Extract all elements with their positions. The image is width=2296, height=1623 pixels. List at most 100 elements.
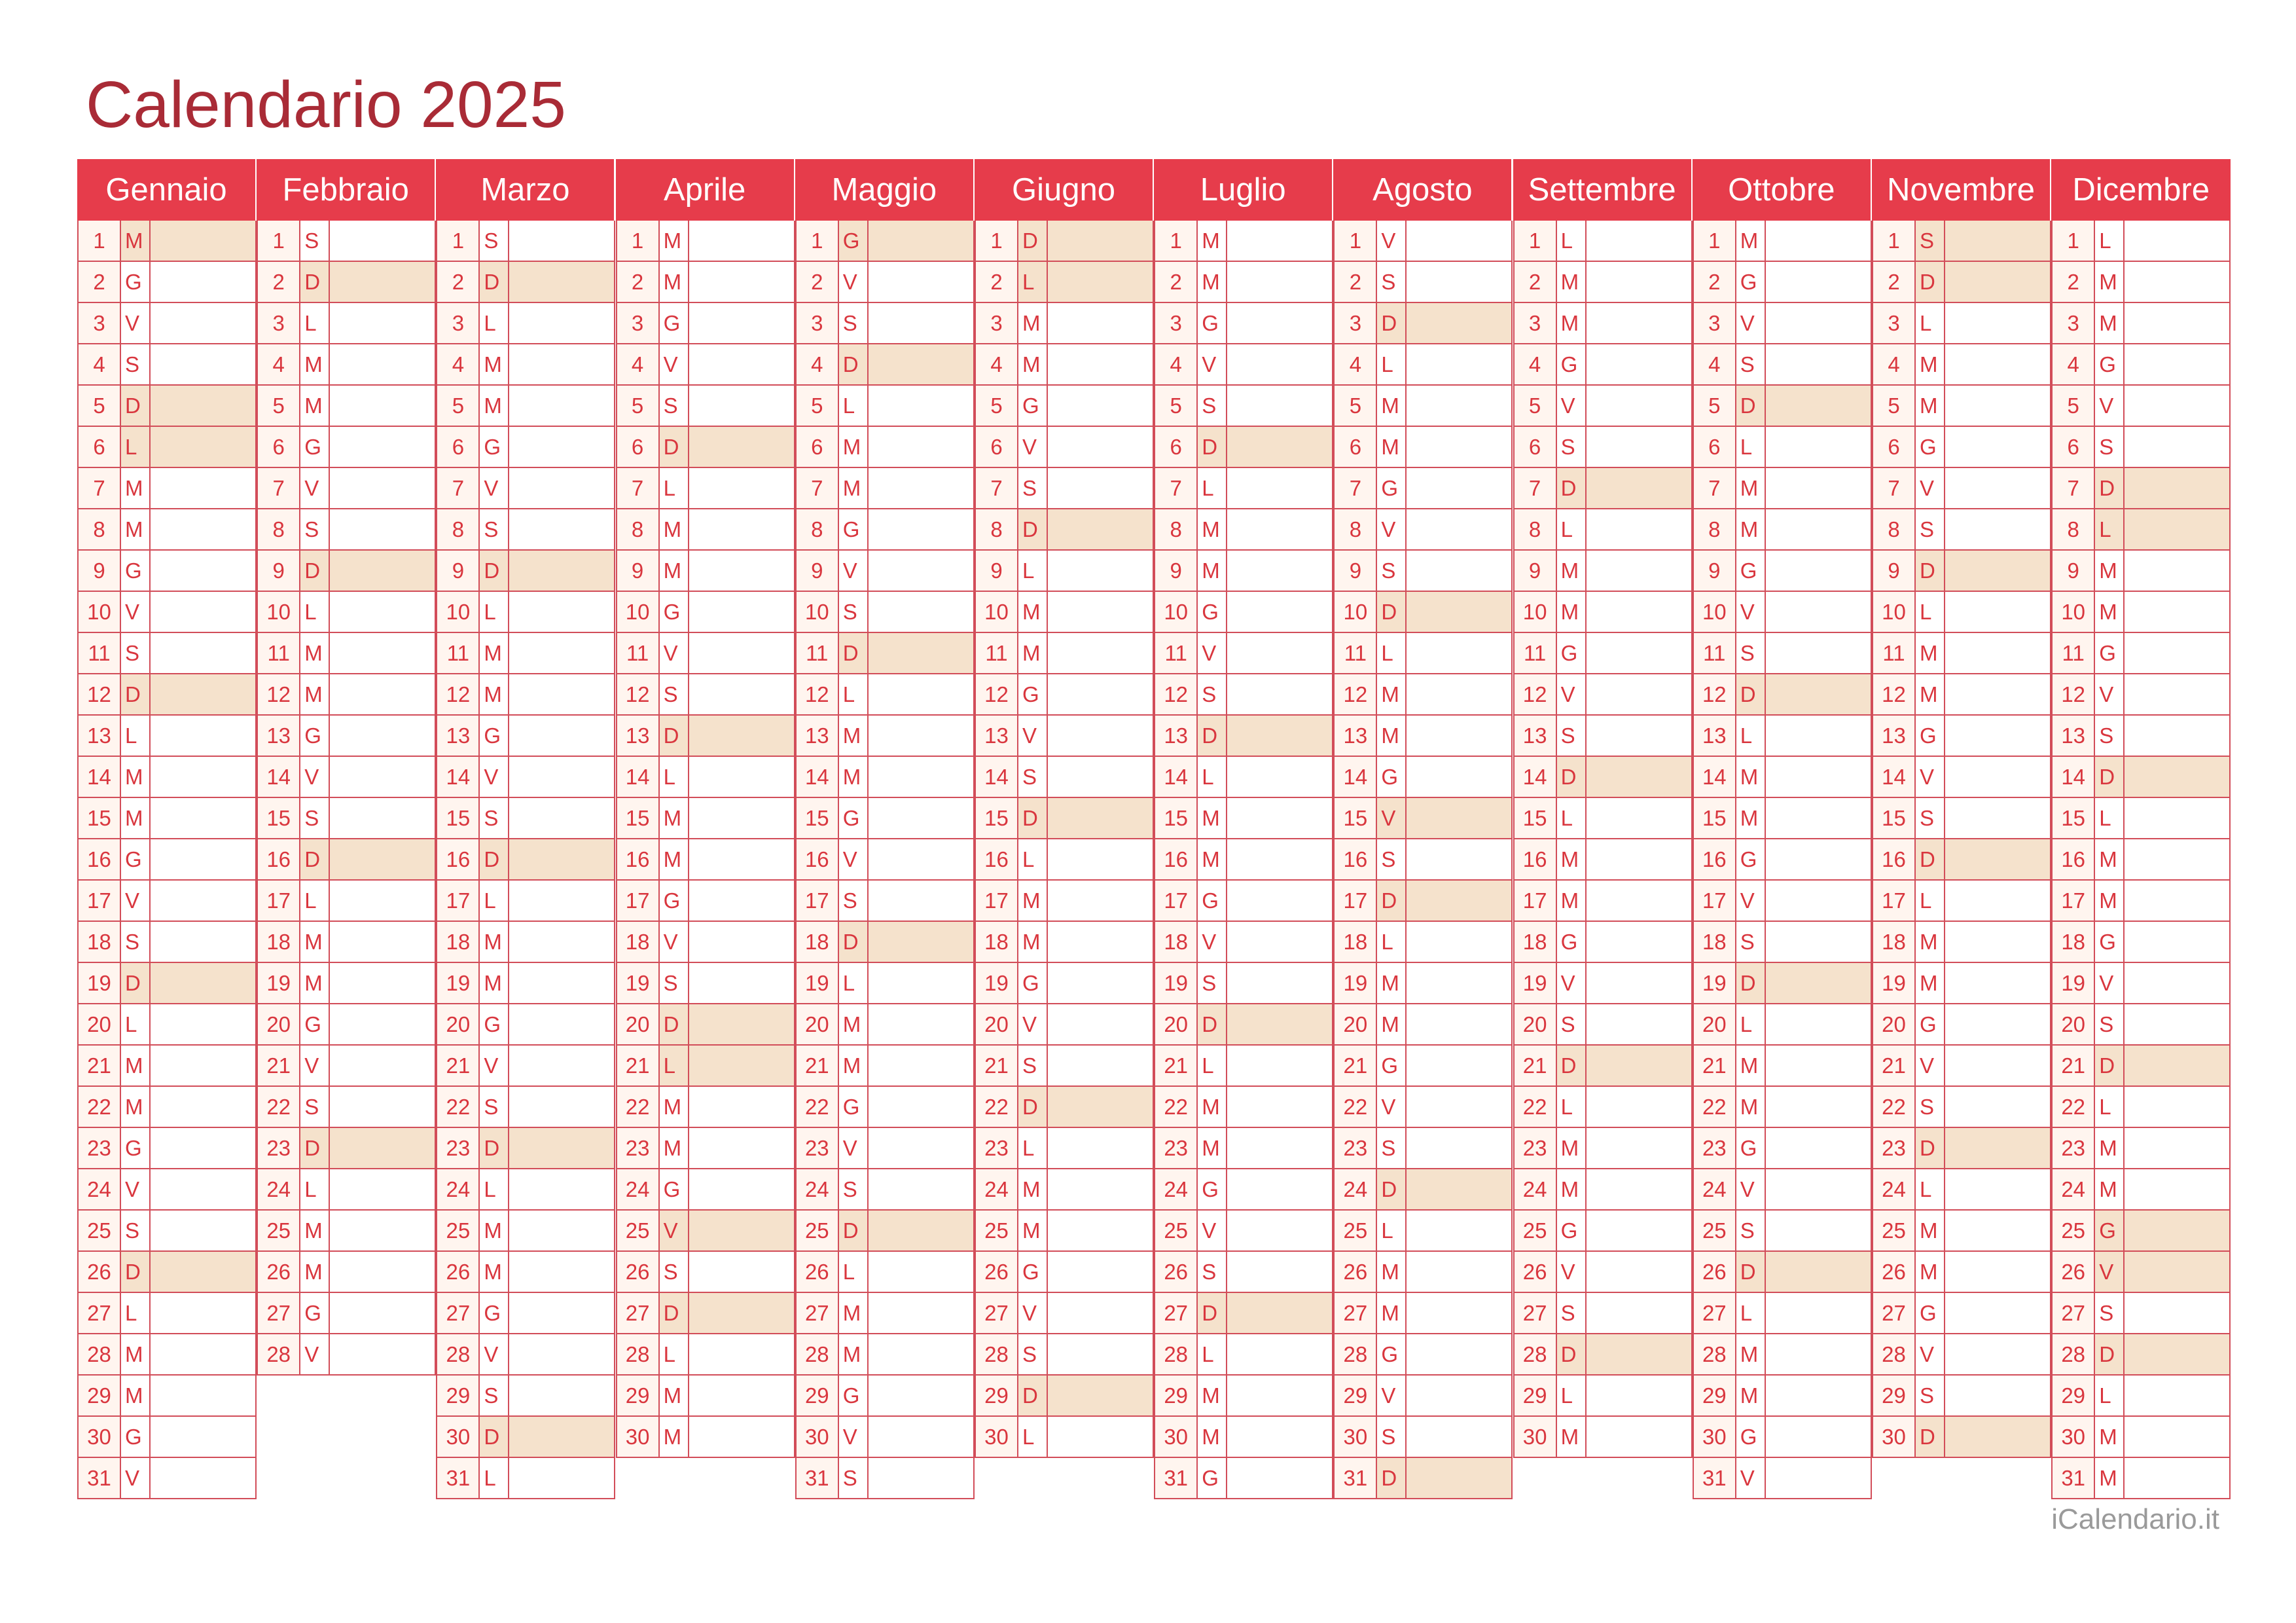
weekday-letter: V xyxy=(121,592,151,632)
day-note-cell xyxy=(1407,1004,1511,1044)
day-row: 26 V xyxy=(1513,1252,1693,1293)
day-note-cell xyxy=(1766,1458,1871,1498)
weekday-letter: L xyxy=(121,716,151,756)
day-row: 23 V xyxy=(795,1128,975,1169)
weekday-letter: M xyxy=(1377,1293,1407,1333)
day-note-cell xyxy=(509,1376,614,1415)
day-row: 24 V xyxy=(1692,1169,1872,1211)
day-number: 1 xyxy=(796,221,839,261)
day-number: 4 xyxy=(796,344,839,384)
weekday-letter: D xyxy=(1198,1004,1228,1044)
weekday-letter: D xyxy=(1556,468,1587,508)
day-number: 10 xyxy=(796,592,839,632)
day-row: 15 D xyxy=(975,798,1154,839)
weekday-letter: M xyxy=(121,1334,151,1374)
day-number: 10 xyxy=(976,592,1018,632)
day-row: 10 M xyxy=(2051,592,2231,633)
day-number: 17 xyxy=(796,881,839,921)
day-row: 26 S xyxy=(615,1252,795,1293)
day-row: 25 M xyxy=(257,1211,437,1252)
weekday-letter: D xyxy=(1736,963,1766,1003)
day-note-cell xyxy=(2125,839,2229,879)
weekday-letter: G xyxy=(1198,303,1228,343)
weekday-letter: V xyxy=(1557,386,1587,426)
day-note-cell xyxy=(151,757,255,797)
day-row: 31 M xyxy=(2051,1458,2231,1499)
day-note-cell xyxy=(1766,1376,1871,1415)
day-note-cell xyxy=(1048,1046,1153,1085)
day-number: 9 xyxy=(976,551,1018,591)
day-number: 3 xyxy=(2053,303,2096,343)
day-number: 19 xyxy=(1693,963,1736,1003)
weekday-letter: L xyxy=(839,963,869,1003)
day-note-cell xyxy=(509,716,614,756)
day-number: 23 xyxy=(976,1128,1018,1168)
weekday-letter: D xyxy=(1916,1128,1945,1168)
day-number: 24 xyxy=(1873,1169,1916,1209)
weekday-letter: L xyxy=(1736,1004,1766,1044)
day-number: 8 xyxy=(79,509,121,549)
day-note-cell xyxy=(689,1169,794,1209)
day-number: 26 xyxy=(1155,1252,1198,1292)
day-number: 26 xyxy=(1335,1252,1378,1292)
weekday-letter: V xyxy=(1736,881,1766,921)
day-row: 27 M xyxy=(1333,1293,1513,1334)
weekday-letter: D xyxy=(1018,1376,1048,1415)
day-note-cell xyxy=(1766,1211,1871,1250)
day-number: 5 xyxy=(976,386,1018,426)
day-note-cell xyxy=(1587,1211,1691,1250)
day-number: 16 xyxy=(1873,839,1916,879)
day-row: 18 S xyxy=(1692,922,1872,963)
weekday-letter: S xyxy=(1916,798,1945,838)
weekday-letter: D xyxy=(1018,1087,1048,1127)
day-note-cell xyxy=(151,1128,255,1168)
day-row: 23 G xyxy=(1692,1128,1872,1169)
month-column: Dicembre 1 L 2 M 3 M 4 G 5 V 6 S 7 D 8 L 9 M 10 M 11 G 12 V 13 S 14… xyxy=(2051,159,2231,1499)
day-number: 19 xyxy=(1155,963,1198,1003)
weekday-letter: S xyxy=(300,221,331,261)
day-note-cell xyxy=(1227,1169,1332,1209)
day-note-cell xyxy=(1945,551,2050,591)
day-note-cell xyxy=(1587,1376,1691,1415)
weekday-letter: S xyxy=(1018,1046,1048,1085)
day-row: 26 M xyxy=(1333,1252,1513,1293)
day-row: 11 S xyxy=(77,633,257,674)
day-note-cell xyxy=(1227,798,1332,838)
weekday-letter: M xyxy=(1198,1376,1228,1415)
day-row: 22 S xyxy=(1872,1087,2051,1128)
day-note-cell xyxy=(330,881,435,921)
day-note-cell xyxy=(1407,922,1511,962)
day-row: 22 D xyxy=(975,1087,1154,1128)
weekday-letter: G xyxy=(1736,1417,1766,1457)
day-number: 4 xyxy=(1873,344,1916,384)
weekday-letter: M xyxy=(1736,1334,1766,1374)
day-row: 27 G xyxy=(1872,1293,2051,1334)
day-note-cell xyxy=(509,468,614,508)
month-column: Agosto 1 V 2 S 3 D 4 L 5 M 6 M 7 G 8 V 9 S 10 D 11 L 12 M 13 M 14 G 1… xyxy=(1333,159,1513,1499)
day-number: 20 xyxy=(1155,1004,1198,1044)
day-note-cell xyxy=(1945,881,2050,921)
day-note-cell xyxy=(509,221,614,261)
weekday-letter: M xyxy=(300,674,331,714)
day-note-cell xyxy=(1048,881,1153,921)
weekday-letter: S xyxy=(1916,1087,1945,1127)
day-note-cell xyxy=(1407,1087,1511,1127)
day-number: 11 xyxy=(1514,633,1557,673)
day-note-cell xyxy=(330,963,435,1003)
day-note-cell xyxy=(330,344,435,384)
day-row: 13 G xyxy=(436,716,616,757)
day-note-cell xyxy=(1407,1376,1511,1415)
day-note-cell xyxy=(1407,303,1512,343)
day-number: 18 xyxy=(1514,922,1557,962)
day-number: 31 xyxy=(1335,1458,1378,1498)
